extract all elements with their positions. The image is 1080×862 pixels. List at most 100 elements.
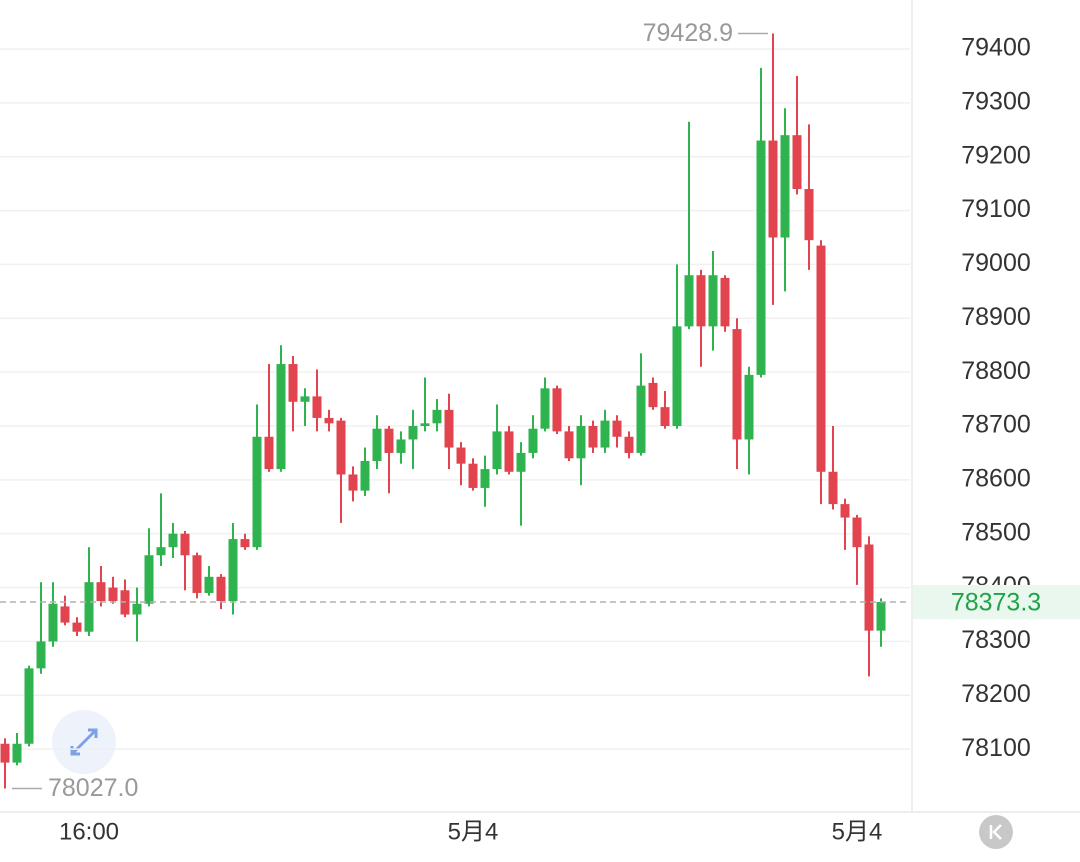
y-tick-label: 79300: [961, 87, 1031, 115]
candle-body: [372, 428, 382, 462]
candle-body: [384, 428, 394, 453]
candle-body: [804, 189, 814, 241]
y-tick-label: 78100: [961, 734, 1031, 762]
candle-body: [444, 409, 454, 448]
y-tick-label: 79400: [961, 34, 1031, 62]
y-tick-label: 78500: [961, 518, 1031, 546]
candle-body: [792, 135, 802, 190]
candle-body: [816, 245, 826, 472]
candle-body: [408, 426, 418, 440]
y-tick-label: 78700: [961, 411, 1031, 439]
candle-body: [852, 517, 862, 548]
candle-body: [564, 431, 574, 459]
candle-body: [216, 576, 226, 602]
candle-body: [864, 544, 874, 631]
y-tick-label: 78800: [961, 357, 1031, 385]
candle-body: [312, 396, 322, 418]
candle-body: [24, 668, 34, 744]
candle-body: [612, 420, 622, 437]
last-price-box: [913, 584, 1080, 619]
y-tick-label: 79100: [961, 195, 1031, 223]
y-tick-label: 78200: [961, 680, 1031, 708]
candle-body: [516, 452, 526, 472]
candle-body: [468, 463, 478, 488]
candle-body: [12, 743, 22, 763]
candle-body: [192, 555, 202, 593]
candle-body: [228, 539, 238, 602]
candle-body: [600, 420, 610, 448]
candle-body: [528, 428, 538, 453]
candle-body: [96, 582, 106, 602]
candle-body: [396, 439, 406, 453]
candle-body: [672, 326, 682, 427]
candle-body: [144, 555, 154, 604]
candle-body: [720, 277, 730, 327]
candle-body: [72, 622, 82, 632]
candle-body: [696, 275, 706, 327]
y-tick-label: 78300: [961, 626, 1031, 654]
y-tick-label: 78600: [961, 464, 1031, 492]
min-annotation-label: 78027.0: [48, 774, 138, 802]
candle-body: [132, 603, 142, 615]
candle-body: [360, 461, 370, 491]
y-tick-label: 79000: [961, 249, 1031, 277]
candle-body: [204, 576, 214, 593]
candle-body: [156, 547, 166, 556]
candle-body: [624, 436, 634, 453]
candle-body: [684, 275, 694, 327]
candle-body: [60, 606, 70, 623]
candle-body: [336, 420, 346, 475]
candle-body: [876, 601, 886, 631]
candle-body: [588, 426, 598, 448]
candle-body: [492, 431, 502, 470]
candle-body: [456, 447, 466, 464]
x-tick-label: 5月4: [832, 818, 883, 845]
candle-body: [252, 436, 262, 548]
candle-body: [168, 533, 178, 548]
candle-body: [732, 329, 742, 440]
candle-body: [240, 539, 250, 548]
candle-body: [552, 388, 562, 432]
candle-body: [744, 374, 754, 440]
candle-body: [420, 423, 430, 427]
y-tick-label: 78900: [961, 303, 1031, 331]
candle-body: [504, 431, 514, 472]
candle-body: [480, 469, 490, 488]
y-tick-label: 79200: [961, 141, 1031, 169]
candle-body: [708, 275, 718, 327]
candle-body: [636, 385, 646, 453]
candle-body: [540, 388, 550, 429]
candle-body: [648, 382, 658, 408]
candle-body: [348, 474, 358, 491]
x-tick-label: 5月4: [448, 818, 499, 845]
candle-body: [780, 135, 790, 238]
candle-body: [576, 426, 586, 459]
k-button[interactable]: [979, 815, 1013, 849]
candle-body: [36, 641, 46, 669]
candle-body: [288, 364, 298, 402]
candle-body: [756, 140, 766, 375]
x-tick-label: 16:00: [59, 818, 119, 845]
candle-body: [180, 533, 190, 556]
k-icon[interactable]: [989, 824, 1002, 840]
k-circle[interactable]: [979, 815, 1013, 849]
candle-body: [108, 587, 118, 602]
candle-body: [840, 504, 850, 518]
expand-button[interactable]: [52, 710, 116, 774]
candle-body: [276, 364, 286, 470]
max-annotation-label: 79428.9: [643, 19, 733, 47]
last-price-label: 78373.3: [951, 589, 1041, 617]
candle-body: [324, 417, 334, 424]
candle-body: [432, 409, 442, 424]
candle-body: [264, 436, 274, 470]
candle-body: [48, 603, 58, 642]
candle-body: [0, 743, 10, 763]
candle-body: [300, 396, 310, 402]
candle-body: [768, 140, 778, 238]
candle-body: [84, 582, 94, 632]
candle-body: [828, 471, 838, 505]
candle-body: [660, 407, 670, 427]
